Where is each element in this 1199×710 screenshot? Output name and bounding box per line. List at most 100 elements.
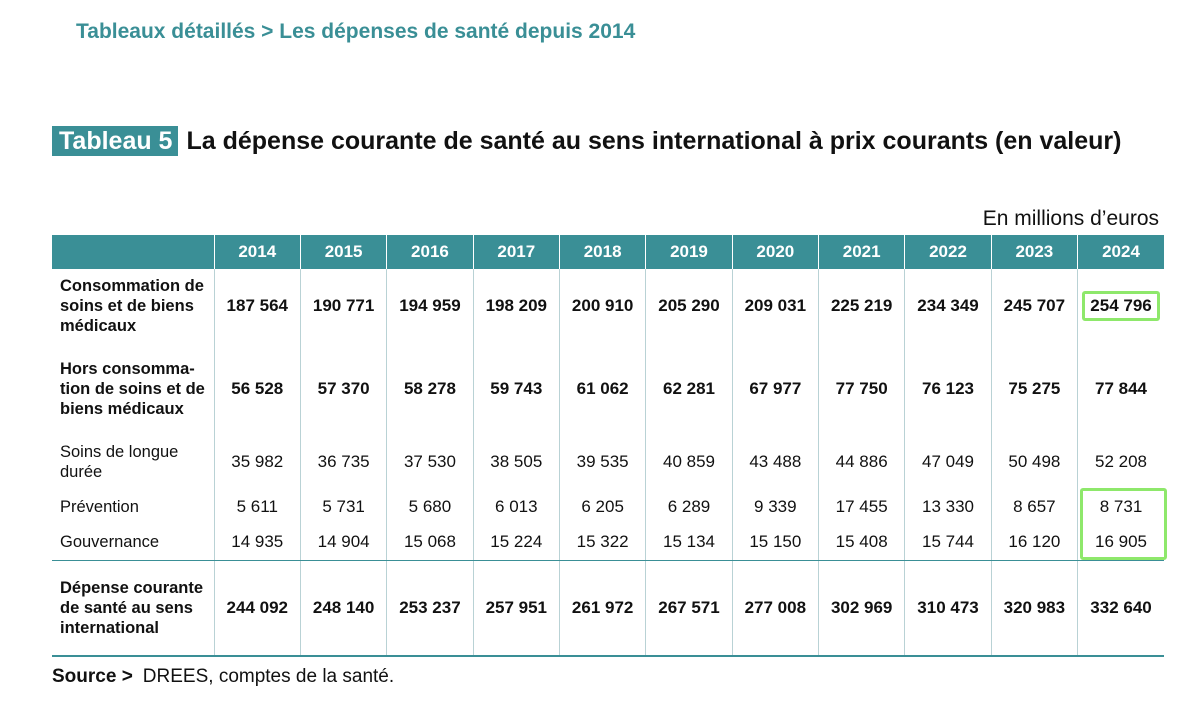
table-cell: 310 473 xyxy=(904,560,992,657)
table-cell: 14 904 xyxy=(299,524,387,561)
table-cell: 76 123 xyxy=(904,343,992,435)
table-cell: 14 935 xyxy=(213,524,301,561)
table-cell: 225 219 xyxy=(817,269,905,343)
table-cell: 277 008 xyxy=(731,560,819,657)
table-cell: 15 408 xyxy=(817,524,905,561)
table-cell: 52 208 xyxy=(1077,435,1164,489)
table-cell: 43 488 xyxy=(731,435,819,489)
table-cell: 267 571 xyxy=(645,560,733,657)
row-label: Consommation de soins et de biens médica… xyxy=(60,277,204,335)
year-header: 2016 xyxy=(386,235,474,269)
table-number-badge: Tableau 5 xyxy=(52,126,179,156)
table-cell: 194 959 xyxy=(386,269,474,343)
table-cell: 15 150 xyxy=(731,524,819,561)
table-cell: 56 528 xyxy=(213,343,301,435)
table-cell: 6 013 xyxy=(472,489,560,524)
row-label: Soins de longue durée xyxy=(60,443,179,481)
table-cell: 39 535 xyxy=(558,435,646,489)
year-header: 2023 xyxy=(990,235,1078,269)
year-header: 2021 xyxy=(817,235,905,269)
table-cell: 6 205 xyxy=(558,489,646,524)
table-cell: 245 707 xyxy=(990,269,1078,343)
table-cell: 261 972 xyxy=(558,560,646,657)
highlighted-value: 254 796 xyxy=(1082,291,1160,321)
table-cell: 35 982 xyxy=(213,435,301,489)
table-cell: 61 062 xyxy=(558,343,646,435)
table-cell: 9 339 xyxy=(731,489,819,524)
table-cell: 190 771 xyxy=(299,269,387,343)
table-cell: 200 910 xyxy=(558,269,646,343)
table-cell: 257 951 xyxy=(472,560,560,657)
year-header: 2022 xyxy=(904,235,992,269)
table-cell: 209 031 xyxy=(731,269,819,343)
header-row: 2014 2015 2016 2017 2018 2019 2020 2021 … xyxy=(52,235,1164,269)
table-row-gouvernance: Gouvernance 14 935 14 904 15 068 15 224 … xyxy=(52,524,1164,561)
table-cell: 40 859 xyxy=(645,435,733,489)
table-cell: 59 743 xyxy=(472,343,560,435)
row-label: Dépense cou­rante de santé au sens inter… xyxy=(52,560,215,657)
table-cell: 77 844 xyxy=(1077,343,1164,435)
table-cell: 36 735 xyxy=(299,435,387,489)
row-label: Prévention xyxy=(60,497,139,516)
table-cell: 38 505 xyxy=(472,435,560,489)
table-cell: 5 731 xyxy=(299,489,387,524)
source-text: DREES, comptes de la santé. xyxy=(142,666,395,687)
table-title-text: La dépense courante de santé au sens int… xyxy=(186,127,1122,155)
table-cell: 15 134 xyxy=(645,524,733,561)
table-cell: 16 905 xyxy=(1077,524,1164,561)
table-cell: 332 640 xyxy=(1077,560,1164,657)
table-cell: 17 455 xyxy=(817,489,905,524)
year-header: 2015 xyxy=(299,235,387,269)
table-cell: 253 237 xyxy=(386,560,474,657)
table-cell: 248 140 xyxy=(299,560,387,657)
table-cell: 15 744 xyxy=(904,524,992,561)
table-cell: 62 281 xyxy=(645,343,733,435)
table-cell: 47 049 xyxy=(904,435,992,489)
table-row-prevention: Prévention 5 611 5 731 5 680 6 013 6 205… xyxy=(52,489,1164,524)
year-header: 2018 xyxy=(558,235,646,269)
table-cell: 58 278 xyxy=(386,343,474,435)
table-cell: 234 349 xyxy=(904,269,992,343)
table-cell: 13 330 xyxy=(904,489,992,524)
table-cell: 320 983 xyxy=(990,560,1078,657)
table-cell: 44 886 xyxy=(817,435,905,489)
table-cell: 198 209 xyxy=(472,269,560,343)
table-row-consommation: Consommation de soins et de biens médica… xyxy=(52,269,1164,343)
table-cell: 77 750 xyxy=(817,343,905,435)
table-cell: 15 322 xyxy=(558,524,646,561)
year-header: 2017 xyxy=(472,235,560,269)
table-cell: 15 224 xyxy=(472,524,560,561)
table-row-total: Dépense cou­rante de santé au sens inter… xyxy=(52,560,1164,657)
breadcrumb: Tableaux détaillés > Les dépenses de san… xyxy=(76,20,636,43)
table-cell: 75 275 xyxy=(990,343,1078,435)
year-header: 2014 xyxy=(213,235,301,269)
table-cell: 187 564 xyxy=(213,269,301,343)
table-cell: 5 611 xyxy=(213,489,301,524)
table-cell: 16 120 xyxy=(990,524,1078,561)
table-cell: 37 530 xyxy=(386,435,474,489)
source-label: Source > xyxy=(52,666,133,687)
table-cell: 8 657 xyxy=(990,489,1078,524)
source-note: Source > DREES, comptes de la santé. xyxy=(52,666,394,688)
table-cell: 67 977 xyxy=(731,343,819,435)
table-cell: 50 498 xyxy=(990,435,1078,489)
row-label: Gouvernance xyxy=(52,524,215,561)
table-cell: 57 370 xyxy=(299,343,387,435)
unit-label: En millions d’euros xyxy=(982,207,1159,230)
table-cell: 6 289 xyxy=(645,489,733,524)
year-header: 2019 xyxy=(645,235,733,269)
table-cell: 5 680 xyxy=(386,489,474,524)
table-row-soins-longue-duree: Soins de longue durée 35 982 36 735 37 5… xyxy=(52,435,1164,489)
table-cell: 8 731 xyxy=(1077,489,1164,524)
header-corner xyxy=(52,235,215,269)
table-cell: 205 290 xyxy=(645,269,733,343)
table-cell: 244 092 xyxy=(213,560,301,657)
table-cell: 15 068 xyxy=(386,524,474,561)
year-header: 2024 xyxy=(1077,235,1164,269)
table-cell: 302 969 xyxy=(817,560,905,657)
row-label: Hors consomma­tion de soins et de biens … xyxy=(60,360,205,418)
year-header: 2020 xyxy=(731,235,819,269)
table-row-hors-consommation: Hors consomma­tion de soins et de biens … xyxy=(52,343,1164,435)
table-cell: 254 796 xyxy=(1077,269,1164,343)
data-table: 2014 2015 2016 2017 2018 2019 2020 2021 … xyxy=(52,235,1164,657)
